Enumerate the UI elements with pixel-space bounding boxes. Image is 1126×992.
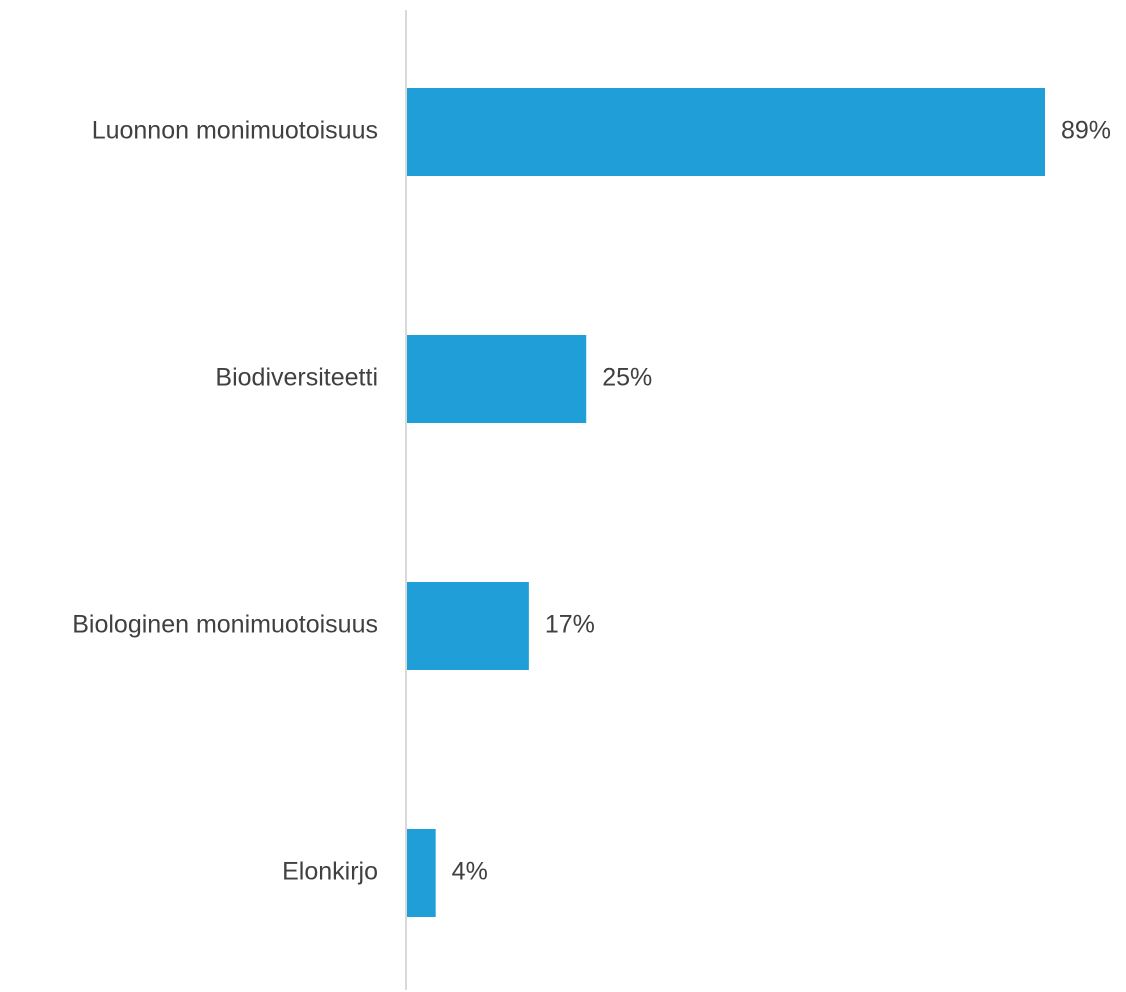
category-label: Biodiversiteetti xyxy=(215,364,378,392)
category-label: Biologinen monimuotoisuus xyxy=(72,611,378,639)
category-labels-group: Luonnon monimuotoisuus Biodiversiteetti Bi… xyxy=(72,117,378,886)
value-label: 89% xyxy=(1061,117,1111,145)
value-label: 17% xyxy=(545,611,595,639)
value-label: 4% xyxy=(452,858,488,886)
bar-2 xyxy=(407,582,529,670)
value-label: 25% xyxy=(602,364,652,392)
bar-1 xyxy=(407,335,587,423)
category-label: Elonkirjo xyxy=(282,858,378,886)
bar-0 xyxy=(407,88,1045,176)
bar-3 xyxy=(407,829,436,917)
bars-group xyxy=(407,88,1045,917)
value-labels-group: 89% 25% 17% 4% xyxy=(452,117,1111,886)
category-label: Luonnon monimuotoisuus xyxy=(92,117,378,145)
